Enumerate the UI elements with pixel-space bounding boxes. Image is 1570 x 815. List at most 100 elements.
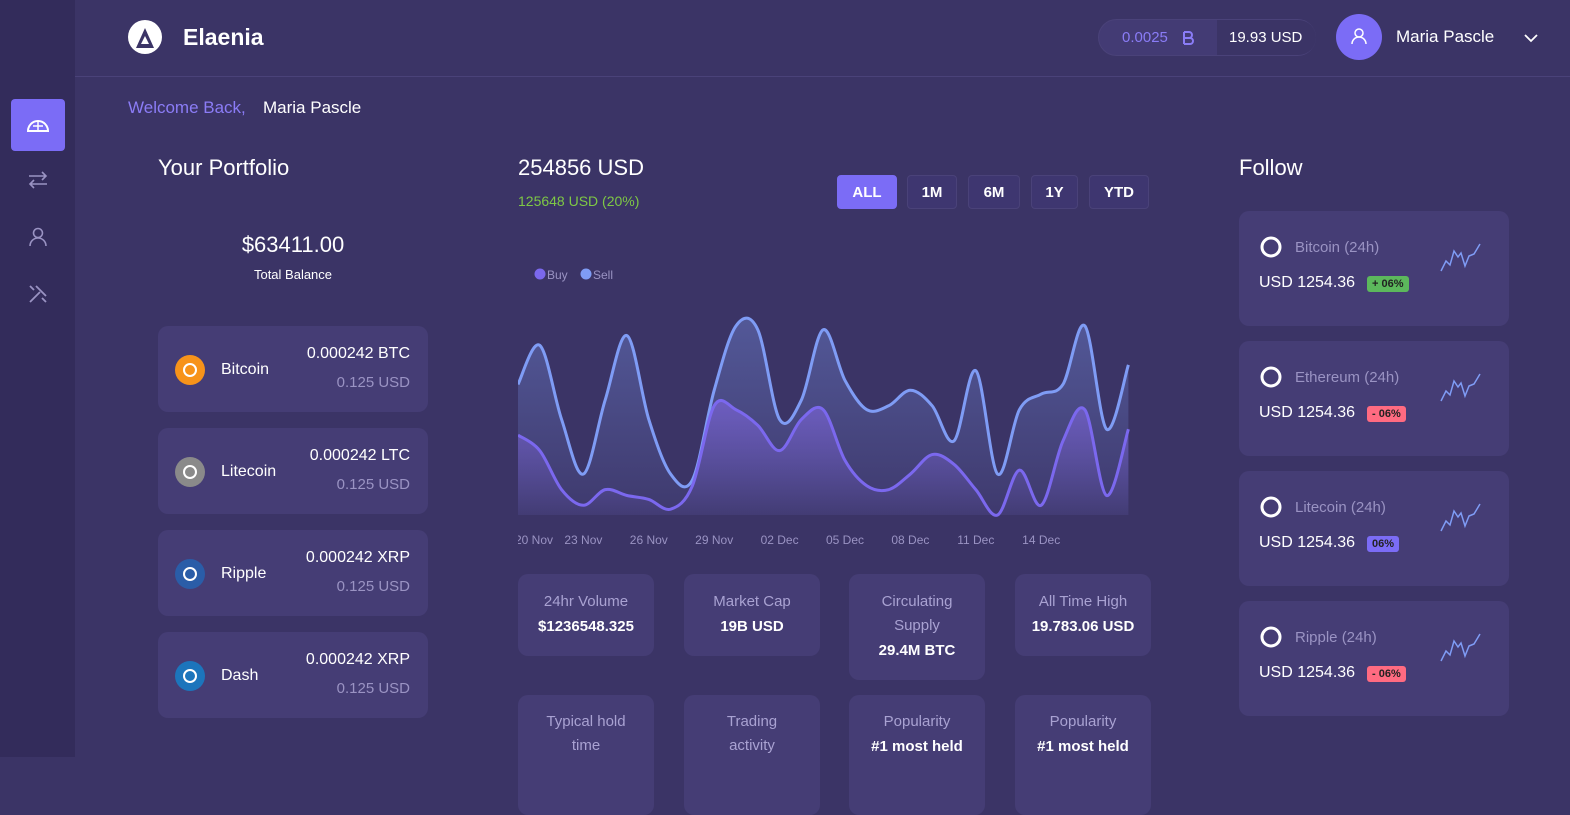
- glyph: [183, 363, 197, 377]
- range-button[interactable]: 6M: [968, 175, 1020, 209]
- x-tick-label: 02 Dec: [761, 533, 799, 547]
- coin-glyph: [183, 465, 197, 479]
- welcome-name: Maria Pascle: [263, 98, 362, 117]
- follow-graphics: [1260, 236, 1481, 272]
- follow-name: Ripple (24h): [1295, 629, 1377, 646]
- follow-graphics: [1260, 626, 1481, 662]
- coin-icon: [1260, 496, 1282, 518]
- stat-card: Typical hold time: [518, 695, 654, 815]
- stat-value: 19.783.06 USD: [1031, 618, 1135, 635]
- stat-label: Market Cap: [713, 593, 791, 610]
- follow-price: USD 1254.36: [1259, 534, 1356, 551]
- coin-card[interactable]: Ripple 0.000242 XRP 0.125 USD: [158, 530, 428, 616]
- user-name[interactable]: Maria Pascle: [1396, 27, 1495, 46]
- stat-value: #1 most held: [1037, 738, 1129, 755]
- coin-usd: 0.125 USD: [336, 374, 410, 391]
- follow-price: USD 1254.36: [1259, 664, 1356, 681]
- avatar[interactable]: [1336, 14, 1382, 60]
- sparkline: [1440, 243, 1481, 272]
- follow-price: USD 1254.36: [1259, 274, 1356, 291]
- coin-name: Bitcoin: [221, 361, 270, 378]
- icon: [26, 120, 50, 132]
- glyph: [183, 669, 197, 683]
- coin-icon: [175, 661, 205, 691]
- follow-card[interactable]: Ethereum (24h) USD 1254.36 - 06%: [1239, 341, 1509, 456]
- area: [518, 400, 1129, 516]
- coin-amount: 0.000242 XRP: [305, 549, 410, 566]
- stat-value: #1 most held: [871, 738, 963, 755]
- follow-card[interactable]: Litecoin (24h) USD 1254.36 06%: [1239, 471, 1509, 586]
- follow-card[interactable]: Ripple (24h) USD 1254.36 - 06%: [1239, 601, 1509, 716]
- coin-card[interactable]: Bitcoin 0.000242 BTC 0.125 USD: [158, 326, 428, 412]
- avatar-icon: [1351, 28, 1367, 45]
- line: [518, 399, 1130, 517]
- glyph: [183, 465, 197, 479]
- stat-label: Popularity: [1049, 713, 1117, 730]
- stat-label: 24hr Volume: [543, 593, 629, 610]
- x-tick-label: 29 Nov: [695, 533, 733, 547]
- coin-icon: [175, 457, 205, 487]
- range-button[interactable]: YTD: [1089, 175, 1149, 209]
- market-change: 125648 USD (20%): [518, 193, 640, 209]
- coin-glyph: [183, 669, 197, 683]
- coin-amount: 0.000242 BTC: [306, 345, 410, 362]
- stat-card: 24hr Volume $1236548.325: [518, 574, 654, 656]
- range-button[interactable]: ALL: [837, 175, 897, 209]
- stat-label: All Time High: [1038, 593, 1128, 610]
- follow-name: Bitcoin (24h): [1295, 239, 1380, 256]
- coin-usd: 0.125 USD: [336, 680, 410, 697]
- nav-profile[interactable]: [26, 225, 50, 249]
- follow-change: - 06%: [1367, 406, 1406, 422]
- legend-label: Sell: [593, 268, 613, 282]
- follow-card[interactable]: Bitcoin (24h) USD 1254.36 + 06%: [1239, 211, 1509, 326]
- btc-icon: [1183, 31, 1194, 45]
- coin-icon: [175, 559, 205, 589]
- legend-dot: [534, 268, 546, 280]
- stat-card: Trading activity: [684, 695, 820, 815]
- coin-amount: 0.000242 LTC: [309, 447, 410, 464]
- sparkline: [1440, 373, 1481, 402]
- legend-label: Buy: [547, 268, 568, 282]
- nav-transfer[interactable]: [26, 168, 50, 192]
- coin-icon: [175, 355, 205, 385]
- logo: [128, 20, 162, 54]
- balance-label: Total Balance: [253, 267, 333, 282]
- x-tick-label: 14 Dec: [1022, 533, 1060, 547]
- follow-price: USD 1254.36: [1259, 404, 1356, 421]
- chart: 20 Nov 23 Nov 26 Nov 29 Nov 02 Dec 05 Dec 08 D…: [518, 268, 1130, 547]
- x-tick-label: 20 Nov: [518, 533, 553, 547]
- coin-glyph: [183, 363, 197, 377]
- x-tick-label: 23 Nov: [564, 533, 602, 547]
- legend-dot: [580, 268, 592, 280]
- header-divider: [75, 76, 1570, 77]
- line: [518, 316, 1130, 489]
- follow-graphics: [1260, 366, 1481, 402]
- range-button[interactable]: 1Y: [1031, 175, 1078, 209]
- brand: Elaenia: [183, 24, 264, 50]
- x-tick-label: 05 Dec: [826, 533, 864, 547]
- follow-graphics: [1260, 496, 1481, 532]
- stat-card: All Time High 19.783.06 USD: [1015, 574, 1151, 656]
- usd-amount: 19.93 USD: [1229, 29, 1303, 46]
- btc-amount: 0.0025: [1122, 29, 1168, 46]
- usd-box: [1217, 20, 1316, 55]
- nav-tools[interactable]: [26, 282, 50, 306]
- coin-icon: [1260, 626, 1282, 648]
- follow-change: + 06%: [1367, 276, 1409, 292]
- follow-name: Litecoin (24h): [1295, 499, 1386, 516]
- sparkline: [1440, 503, 1481, 532]
- chevron[interactable]: [1523, 32, 1539, 44]
- coin-card[interactable]: Dash 0.000242 XRP 0.125 USD: [158, 632, 428, 718]
- stat-value: 19B USD: [720, 618, 784, 635]
- range-button[interactable]: 1M: [907, 175, 957, 209]
- coin-usd: 0.125 USD: [336, 476, 410, 493]
- wallet-pill: 0.0025 19.93 USD: [1098, 19, 1316, 56]
- coin-card[interactable]: Litecoin 0.000242 LTC 0.125 USD: [158, 428, 428, 514]
- follow-change: 06%: [1367, 536, 1400, 552]
- coin-name: Dash: [221, 667, 259, 684]
- coin-amount: 0.000242 XRP: [305, 651, 410, 668]
- stat-label: Trading activity: [726, 713, 778, 754]
- stat-value: 29.4M BTC: [878, 642, 956, 659]
- nav-dashboard[interactable]: [11, 99, 65, 151]
